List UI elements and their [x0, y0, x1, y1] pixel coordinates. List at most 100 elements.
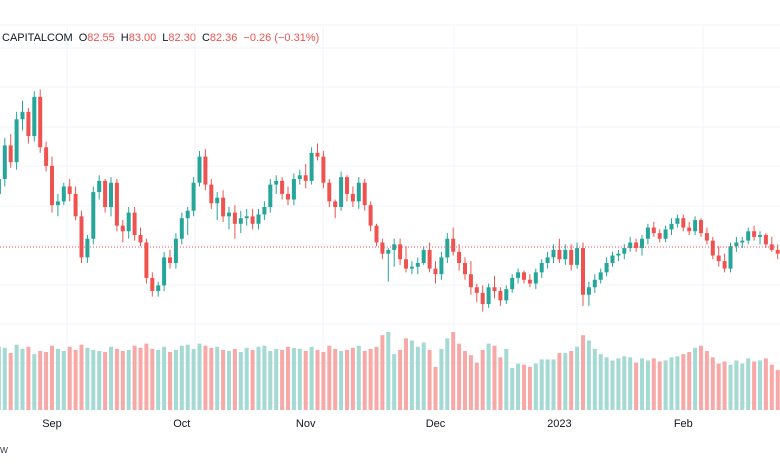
volume-bar [675, 356, 680, 410]
ohlc-legend: CAPITALCOM O82.55 H83.00 L82.30 C82.36 −0.26 … [2, 32, 319, 44]
candlestick [699, 218, 703, 237]
candle-body [586, 287, 591, 295]
volume-bar [221, 349, 226, 410]
volume-bar [14, 344, 19, 410]
candlestick [374, 223, 379, 247]
candle-body [699, 220, 703, 234]
volume-bar [610, 360, 615, 410]
candlestick [610, 251, 615, 267]
candlestick [268, 179, 273, 213]
volume-bar [752, 361, 757, 410]
x-tick-label: 2023 [547, 418, 571, 430]
volume-bar [716, 363, 721, 410]
volume-bar [634, 362, 639, 410]
volume-bar [339, 350, 344, 410]
volume-bar [769, 364, 774, 410]
candle-body [286, 193, 290, 200]
candle-body [693, 220, 698, 232]
volume-bar [693, 347, 698, 410]
candle-body [675, 218, 680, 224]
candle-body [91, 192, 96, 239]
candle-body [73, 193, 78, 217]
candle-body [79, 216, 84, 258]
candlestick [103, 179, 108, 213]
volume-bar [291, 347, 296, 410]
candle-body [468, 274, 473, 288]
candlestick [563, 244, 568, 265]
candle-body [710, 240, 715, 256]
candlestick [162, 251, 167, 291]
volume-bar [232, 348, 237, 410]
candlestick [291, 173, 296, 206]
candlestick [533, 268, 538, 290]
candlestick [569, 244, 574, 271]
candlesticks [0, 89, 780, 312]
candlestick [280, 177, 285, 200]
x-tick-label: Oct [173, 418, 190, 430]
candlestick [185, 207, 190, 235]
volume-bar [504, 348, 509, 410]
volume-bar [327, 345, 332, 410]
candlestick [297, 169, 302, 185]
candlestick [380, 238, 385, 260]
volume-bar [557, 353, 562, 410]
candlestick [138, 227, 143, 247]
candlestick [463, 257, 467, 280]
candle-body [380, 242, 385, 254]
volume-bar [516, 363, 521, 410]
volume-bar [256, 346, 261, 410]
volume-bar [20, 348, 25, 410]
candlestick [256, 208, 261, 230]
candlestick [581, 242, 585, 306]
candle-body [592, 279, 597, 288]
candle-body [250, 216, 255, 224]
candle-body [227, 212, 231, 217]
candle-body [392, 244, 397, 250]
candle-body [8, 145, 13, 163]
volume-bar [763, 358, 768, 410]
candlestick [85, 235, 90, 263]
candlestick [575, 242, 580, 269]
candlestick [769, 236, 774, 252]
volume-bar [356, 345, 361, 410]
candle-body [44, 147, 49, 166]
candle-body [510, 277, 515, 290]
candle-body [516, 272, 521, 278]
high-value: 83.00 [128, 32, 157, 44]
candle-body [409, 266, 414, 269]
volume-bar [315, 349, 320, 410]
candlestick [451, 227, 456, 256]
volume-bar [250, 349, 255, 410]
candle-body [480, 292, 485, 305]
candlestick [0, 179, 1, 194]
volume-bar [533, 363, 538, 410]
volume-bar [669, 357, 674, 410]
candle-body [168, 257, 172, 263]
candle-body [32, 96, 37, 137]
candle-body [315, 152, 320, 157]
candle-body [616, 253, 621, 256]
candle-body [486, 287, 491, 305]
volume-bar [203, 345, 208, 410]
candle-body [244, 216, 249, 219]
candle-body [345, 177, 349, 194]
candle-body [2, 145, 7, 179]
candle-body [716, 255, 721, 262]
x-tick-label: Nov [296, 418, 316, 430]
volume-bar [374, 346, 379, 410]
volume-bar [144, 343, 149, 410]
candle-body [209, 184, 214, 204]
volume-bar [592, 348, 597, 410]
candle-body [85, 238, 90, 258]
candlestick [645, 223, 650, 245]
volume-bar [722, 361, 727, 410]
candle-body [238, 218, 243, 224]
volume-bar [309, 346, 314, 410]
volume-bar [114, 348, 119, 410]
candlestick [315, 143, 320, 161]
volume-bar [522, 364, 526, 410]
candlestick [433, 261, 438, 284]
candle-body [563, 249, 568, 260]
